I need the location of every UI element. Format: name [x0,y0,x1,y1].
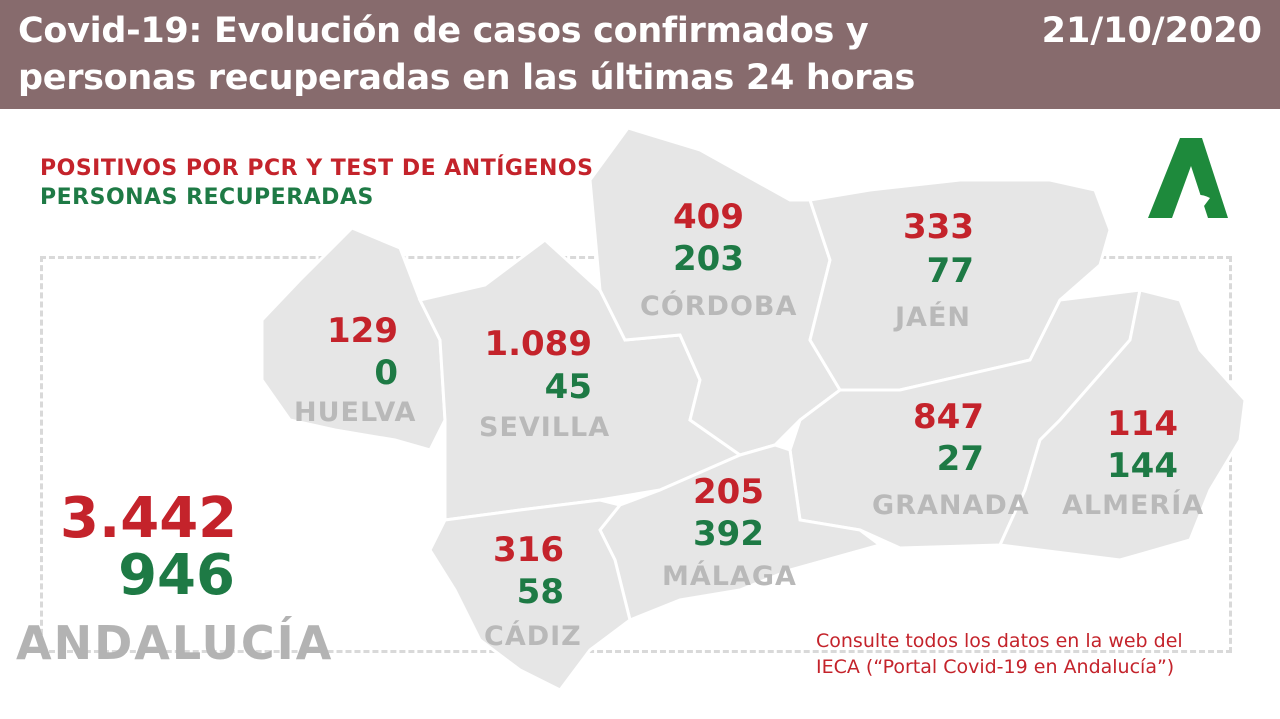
total-positives: 3.442 [60,486,238,551]
cordoba-recovered: 203 [673,239,744,279]
page-title: Covid-19: Evolución de casos confirmados… [18,11,916,98]
cadiz-label: CÁDIZ [484,621,582,652]
region-label: ANDALUCÍA [16,616,334,670]
sevilla-label: SEVILLA [479,412,611,443]
sevilla-recovered: 45 [544,367,592,407]
huelva-positives: 129 [327,311,398,351]
province-shape-jaen [808,178,1112,392]
date-label: 21/10/2020 [1041,11,1262,51]
cordoba-positives: 409 [673,197,744,237]
almeria-recovered: 144 [1107,446,1178,486]
almeria-label: ALMERÍA [1062,490,1205,521]
malaga-positives: 205 [693,472,764,512]
jaen-recovered: 77 [926,251,974,291]
malaga-label: MÁLAGA [662,561,797,592]
cadiz-positives: 316 [493,530,564,570]
cordoba-label: CÓRDOBA [640,291,798,322]
province-shape-almeria [997,288,1247,562]
sevilla-positives: 1.089 [484,324,592,364]
malaga-recovered: 392 [693,514,764,554]
granada-recovered: 27 [936,439,984,479]
jaen-label: JAÉN [895,302,971,333]
huelva-label: HUELVA [294,397,417,428]
source-note: Consulte todos los datos en la web del I… [816,628,1183,680]
almeria-positives: 114 [1107,404,1178,444]
source-note-line2: IECA (“Portal Covid-19 en Andalucía”) [816,656,1175,678]
huelva-recovered: 0 [374,353,398,393]
cadiz-recovered: 58 [516,572,564,612]
province-shape-cadiz [428,498,632,692]
header-bar: Covid-19: Evolución de casos confirmados… [0,0,1280,109]
total-recovered: 946 [118,543,235,608]
granada-label: GRANADA [872,490,1030,521]
granada-positives: 847 [913,397,984,437]
legend-positives: POSITIVOS POR PCR Y TEST DE ANTÍGENOS [40,156,594,181]
legend-recovered: PERSONAS RECUPERADAS [40,185,374,210]
source-note-line1: Consulte todos los datos en la web del [816,630,1183,652]
jaen-positives: 333 [903,207,974,247]
junta-andalucia-logo-icon [1148,138,1228,218]
